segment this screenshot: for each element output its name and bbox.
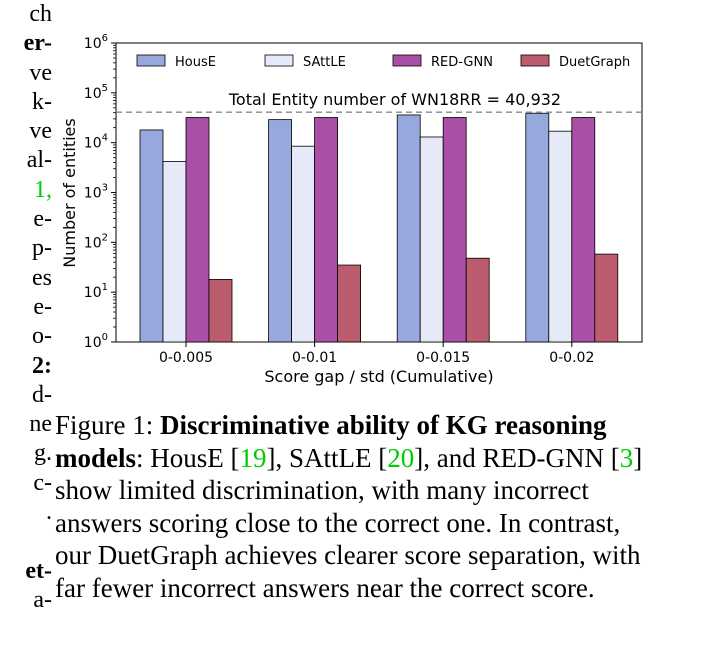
left-fragment: al- — [26, 147, 52, 174]
x-tick-label: 0-0.005 — [159, 350, 213, 366]
y-axis-label: Number of entities — [60, 118, 79, 267]
left-fragment: er- — [23, 30, 52, 57]
left-fragment: ch — [29, 1, 52, 27]
bar-red-gnn — [571, 117, 596, 343]
y-tick-label: 100 — [84, 332, 108, 351]
y-tick-label: 104 — [84, 133, 108, 152]
left-fragment: k- — [32, 88, 52, 115]
bars-group — [139, 112, 619, 343]
left-fragment: ve — [29, 118, 52, 145]
y-tick-exponent: 6 — [102, 33, 108, 44]
y-tick-exponent: 5 — [102, 83, 108, 94]
y-tick-exponent: 1 — [102, 282, 108, 293]
legend: HousE SAttLE RED-GNN DuetGraph — [136, 54, 630, 70]
y-tick-base: 10 — [84, 86, 102, 102]
bar-house — [139, 129, 164, 343]
x-tick-label: 0-0.02 — [549, 350, 594, 366]
left-fragment: o- — [32, 323, 52, 350]
left-fragment: ve — [29, 59, 52, 86]
left-fragment: e- — [33, 206, 52, 233]
x-tick-label: 0-0.015 — [416, 350, 470, 366]
y-tick-exponent: 3 — [102, 183, 108, 194]
bar-duetgraph — [594, 253, 619, 343]
citation-link-19[interactable]: 19 — [239, 442, 267, 473]
legend-label: HousE — [175, 55, 216, 70]
bar-duetgraph — [337, 264, 362, 343]
legend-swatch — [392, 54, 422, 67]
bar-duetgraph — [208, 279, 233, 343]
reference-line-group: Total Entity number of WN18RR = 40,932 — [116, 90, 642, 113]
bar-house — [268, 119, 293, 343]
legend-swatch — [520, 54, 550, 67]
y-tick-label: 102 — [84, 232, 108, 251]
left-fragment: p- — [32, 235, 52, 262]
bar-house — [525, 112, 550, 343]
left-fragment — [0, 527, 52, 556]
legend-swatch — [264, 54, 294, 67]
legend-label: RED-GNN — [431, 55, 493, 70]
left-fragment[interactable]: 1, — [34, 176, 52, 203]
left-column-text-fragments: ch er-ve k-ve al- 1, e-p-es e-o- 2: d-ne g. c-. et-… — [0, 0, 52, 665]
bar-sattle — [548, 130, 573, 343]
caption-text-part1: : HousE [ — [136, 442, 240, 473]
legend-label: SAttLE — [303, 55, 346, 70]
bar-sattle — [419, 136, 444, 343]
left-fragment: et- — [25, 557, 52, 584]
y-tick-base: 10 — [84, 186, 102, 202]
y-tick-exponent: 4 — [102, 133, 108, 144]
bar-sattle — [162, 161, 187, 343]
y-tick-exponent: 2 — [102, 232, 108, 243]
bar-red-gnn — [314, 117, 339, 343]
legend-swatch — [136, 54, 166, 67]
bar-chart: Total Entity number of WN18RR = 40,932 1… — [60, 33, 643, 386]
reference-line-label: Total Entity number of WN18RR = 40,932 — [228, 90, 561, 109]
legend-label: DuetGraph — [559, 55, 630, 70]
y-tick-base: 10 — [84, 36, 102, 52]
y-tick-label: 105 — [84, 83, 108, 102]
citation-link-20[interactable]: 20 — [387, 442, 415, 473]
bar-red-gnn — [442, 117, 467, 343]
y-tick-label: 101 — [84, 282, 108, 301]
y-tick-exponent: 0 — [102, 332, 108, 343]
left-fragment: es — [32, 264, 52, 291]
caption-text-part2: ], SAttLE [ — [266, 442, 388, 473]
x-axis: 0-0.005 0-0.01 0-0.015 0-0.02 — [159, 342, 594, 366]
x-tick-label: 0-0.01 — [292, 350, 337, 366]
bar-sattle — [291, 145, 316, 343]
bar-duetgraph — [465, 257, 490, 343]
bar-red-gnn — [185, 117, 210, 343]
left-fragment: g. — [34, 440, 52, 467]
caption-text-part3: ], and RED-GNN [ — [414, 442, 620, 473]
figure-caption: Figure 1: Discriminative ability of KG r… — [55, 409, 655, 604]
citation-link-3[interactable]: 3 — [619, 442, 634, 473]
y-tick-base: 10 — [84, 285, 102, 301]
y-tick-base: 10 — [84, 235, 102, 251]
y-tick-label: 103 — [84, 183, 108, 202]
y-tick-base: 10 — [84, 136, 102, 152]
y-tick-base: 10 — [84, 335, 102, 351]
x-axis-label: Score gap / std (Cumulative) — [264, 367, 493, 386]
left-fragment: ne — [29, 411, 52, 438]
left-fragment: e- — [33, 293, 52, 320]
left-fragment: . — [46, 499, 52, 526]
caption-figure-label: Figure 1: — [55, 410, 160, 440]
y-tick-label: 106 — [84, 33, 108, 52]
bar-house — [396, 114, 421, 343]
left-fragment: a- — [33, 586, 52, 613]
caption-text-part4: ] show limited discrimination, with many… — [55, 442, 643, 603]
caption-bold-title: Discriminative ability of KG reasoning m… — [55, 410, 607, 473]
left-fragment: d- — [32, 381, 52, 408]
left-fragment: c- — [33, 469, 52, 496]
left-fragment: 2: — [32, 352, 52, 379]
